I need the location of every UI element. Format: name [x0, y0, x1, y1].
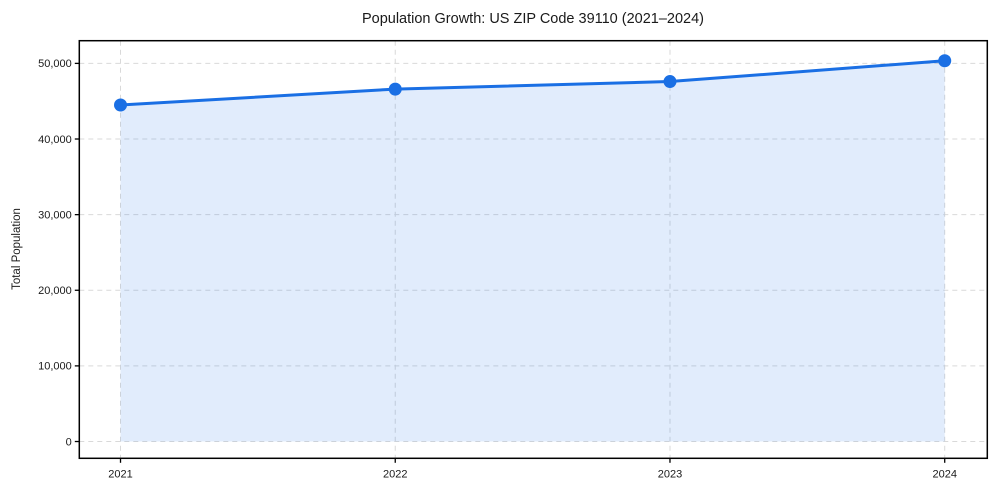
y-tick-label: 50,000: [38, 58, 72, 70]
data-point-2021: [114, 98, 128, 112]
y-tick-label: 40,000: [38, 134, 72, 146]
x-tick-label: 2023: [658, 468, 682, 480]
chart-title: Population Growth: US ZIP Code 39110 (20…: [361, 11, 705, 27]
plot-border: [78, 39, 989, 460]
data-point-2022: [388, 82, 402, 96]
x-tick-label: 2024: [932, 468, 956, 480]
y-tick-label: 30,000: [38, 209, 72, 221]
y-tick-label: 0: [66, 436, 72, 448]
y-tick-label: 10,000: [38, 361, 72, 373]
y-tick-label: 20,000: [38, 285, 72, 297]
data-point-2023: [663, 75, 677, 89]
data-point-2024: [938, 54, 952, 68]
y-axis-label: Total Population: [11, 208, 23, 290]
x-tick-label: 2021: [108, 468, 132, 480]
area-fill: [120, 60, 945, 442]
x-tick-label: 2022: [383, 468, 407, 480]
trend-line: [119, 59, 947, 107]
